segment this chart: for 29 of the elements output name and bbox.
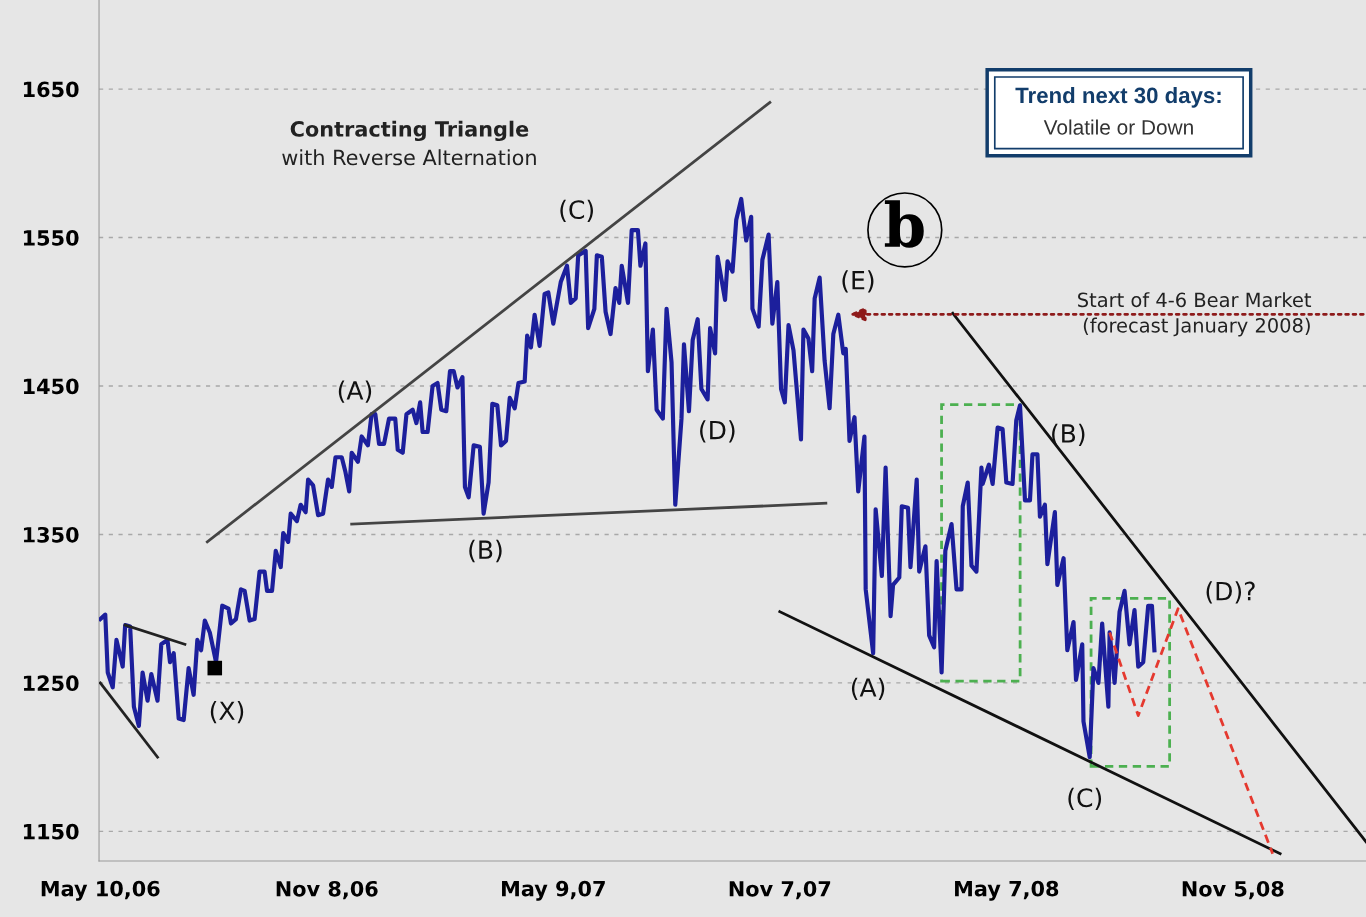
x-tick-label: Nov 8,06	[276, 880, 378, 900]
x-tick-label: Nov 5,08	[1182, 880, 1284, 900]
annotation: b	[884, 200, 924, 248]
annotation: Volatile or Down	[1043, 119, 1193, 135]
annotation: (B)	[1052, 423, 1085, 446]
x-tick-label: May 10,06	[41, 880, 160, 901]
y-tick-label: 1650	[23, 81, 79, 98]
annotation: Start of 4-6 Bear Market (forecast January 2008)	[1078, 292, 1312, 337]
annotation: (D)?	[1206, 581, 1255, 604]
text: Contracting Triangle	[290, 120, 529, 142]
annotation: (E)	[842, 270, 874, 293]
y-tick-label: 1250	[23, 675, 79, 692]
y-tick-label: 1350	[23, 526, 79, 543]
x-tick-label: May 9,07	[502, 880, 605, 901]
annotation: (A)	[851, 677, 885, 700]
annotation: (C)	[1068, 787, 1102, 811]
y-tick-label: 1450	[23, 378, 79, 395]
annotation: (C)	[560, 199, 594, 223]
text: with Reverse Alternation	[282, 149, 536, 166]
annotation: (X)	[210, 700, 244, 724]
x-tick-label: Nov 7,07	[729, 880, 831, 900]
annotation: Trend next 30 days:	[1015, 86, 1221, 108]
line-series	[1108, 607, 1275, 856]
annotation: (A)	[338, 380, 372, 403]
y-tick-label: 1150	[23, 823, 79, 840]
annotation: (B)	[469, 539, 502, 563]
x-tick-label: May 7,08	[955, 880, 1059, 901]
y-tick-label: 1550	[23, 229, 79, 246]
annotation: (D)	[700, 420, 735, 443]
